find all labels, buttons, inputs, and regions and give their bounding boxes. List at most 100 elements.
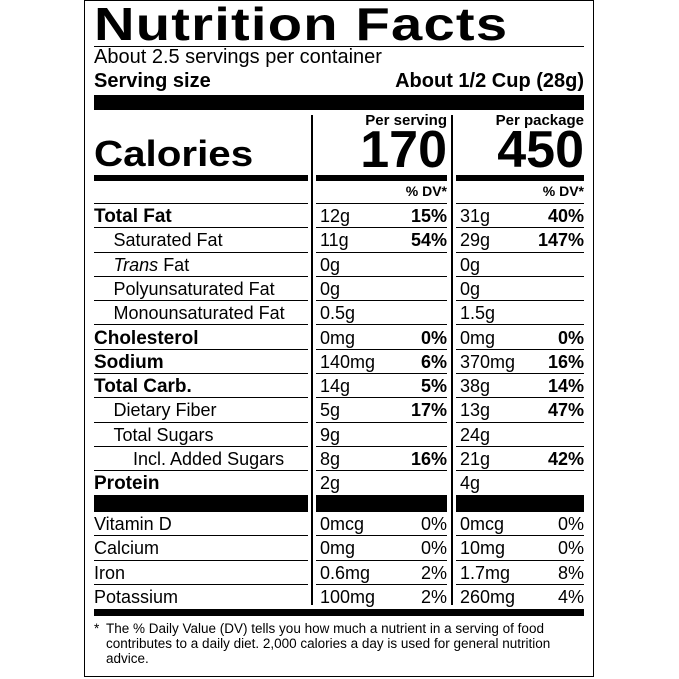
calories-per-package: 450 <box>497 121 584 179</box>
nutrient-name: Saturated Fat <box>113 230 223 251</box>
amount-serving: 2g <box>320 473 341 494</box>
daily-value-serving: 16% <box>410 449 447 469</box>
daily-value-package: 0% <box>557 327 584 348</box>
nutrient-package-cell: 0mcg 0% <box>456 512 584 537</box>
nutrient-row-label: Total Sugars <box>94 423 308 447</box>
amount-serving: 5g <box>320 400 341 421</box>
dv-header-serving: % DV* <box>405 183 447 199</box>
nutrient-name: Vitamin D <box>94 514 172 534</box>
amount-package: 370mg <box>460 351 516 372</box>
nutrient-package-cell: 1.5g <box>456 301 584 326</box>
amount-serving: 14g <box>320 376 351 397</box>
nutrient-package-cell: 0mg 0% <box>456 326 584 350</box>
nutrient-name: Total Sugars <box>113 424 214 445</box>
daily-value-serving: 6% <box>420 351 447 372</box>
nutrient-package-cell: 10mg 0% <box>456 536 584 561</box>
daily-value-package: 47% <box>547 400 584 421</box>
thick-divider <box>94 175 308 181</box>
amount-serving: 0mg <box>320 538 356 559</box>
serving-size-label: Serving size <box>94 70 211 92</box>
servings-per-container: About 2.5 servings per container <box>94 46 382 68</box>
amount-package: 31g <box>460 206 491 226</box>
amount-package: 0g <box>460 278 481 299</box>
nutrient-package-cell: 0g <box>456 277 584 302</box>
nutrient-row-label: Monounsaturated Fat <box>94 301 308 326</box>
amount-package: 4g <box>460 473 481 494</box>
nutrient-serving-cell: 0mg 0% <box>316 536 447 561</box>
dv-header-package: % DV* <box>542 183 584 199</box>
amount-package: 13g <box>460 400 491 421</box>
daily-value-package: 42% <box>547 449 584 469</box>
nutrient-name: Protein <box>94 473 160 495</box>
nutrient-row-label: Trans Fat <box>94 253 308 277</box>
nutrient-row-label: Calcium <box>94 536 308 561</box>
thick-divider <box>456 175 584 181</box>
nutrient-name: Total Carb. <box>94 376 192 398</box>
per-package-header: Per package <box>495 112 584 129</box>
amount-serving: 0mg <box>320 327 356 348</box>
nutrient-serving-cell: 0mcg 0% <box>316 512 447 537</box>
nutrient-serving-cell: 9g <box>316 423 447 447</box>
nutrient-name: Cholesterol <box>94 327 199 349</box>
amount-package: 1.7mg <box>460 562 511 583</box>
calories-per-serving: 170 <box>360 121 447 179</box>
daily-value-serving: 15% <box>410 206 447 226</box>
divider <box>456 203 584 204</box>
nutrient-name: Sodium <box>94 351 164 373</box>
amount-serving: 100mg <box>320 586 376 607</box>
nutrient-package-cell: 38g 14% <box>456 374 584 399</box>
nutrient-serving-cell: 0.5g <box>316 301 447 326</box>
divider <box>316 203 447 204</box>
nutrient-row-label: Incl. Added Sugars <box>94 447 308 472</box>
nutrient-row-label: Total Fat <box>94 204 308 229</box>
amount-serving: 0g <box>320 278 341 299</box>
divider <box>94 203 308 204</box>
daily-value-serving: 5% <box>420 376 447 397</box>
column-divider <box>451 115 453 605</box>
amount-package: 1.5g <box>460 303 496 324</box>
nutrient-row-label: Saturated Fat <box>94 228 308 253</box>
amount-serving: 12g <box>320 206 351 226</box>
nutrient-package-cell: 13g 47% <box>456 398 584 423</box>
amount-package: 0g <box>460 254 481 275</box>
serving-size-value: About 1/2 Cup (28g) <box>395 70 584 92</box>
nutrient-name: Dietary Fiber <box>113 400 217 421</box>
daily-value-package: 0% <box>557 538 584 559</box>
nutrient-row-label: Sodium <box>94 350 308 375</box>
footnote: The % Daily Value (DV) tells you how muc… <box>106 621 551 666</box>
amount-serving: 140mg <box>320 351 376 372</box>
label-border <box>84 0 594 677</box>
nutrient-serving-cell: 0mg 0% <box>316 326 447 350</box>
nutrient-package-cell: 0g <box>456 253 584 277</box>
amount-serving: 0.5g <box>320 303 356 324</box>
nutrient-name: Calcium <box>94 538 160 559</box>
footnote-marker: * <box>94 621 100 636</box>
calories-label: Calories <box>94 133 254 174</box>
divider <box>94 46 584 47</box>
nutrient-serving-cell: 8g 16% <box>316 447 447 472</box>
daily-value-serving: 2% <box>420 562 447 583</box>
nutrient-serving-cell: 0g <box>316 253 447 277</box>
amount-package: 38g <box>460 376 491 397</box>
amount-serving: 9g <box>320 424 341 445</box>
daily-value-serving: 17% <box>410 400 447 421</box>
nutrient-row-label: Polyunsaturated Fat <box>94 277 308 302</box>
nutrient-serving-cell: 5g 17% <box>316 398 447 423</box>
daily-value-serving: 0% <box>420 327 447 348</box>
nutrient-package-cell: 21g 42% <box>456 447 584 472</box>
nutrient-name: Polyunsaturated Fat <box>113 278 275 299</box>
label-title: Nutrition Facts <box>94 0 509 50</box>
nutrient-name: Iron <box>94 562 126 583</box>
nutrient-package-cell: 4g <box>456 471 584 495</box>
thick-divider <box>316 175 447 181</box>
amount-package: 0mg <box>460 327 496 348</box>
nutrient-row-label: Vitamin D <box>94 512 308 537</box>
daily-value-serving: 0% <box>420 514 447 534</box>
amount-package: 0mcg <box>460 514 505 534</box>
per-serving-header: Per serving <box>365 112 447 129</box>
nutrient-row-label: Protein <box>94 471 308 495</box>
nutrient-row-label: Dietary Fiber <box>94 398 308 423</box>
thick-divider <box>456 495 584 512</box>
column-divider <box>311 115 313 605</box>
daily-value-package: 40% <box>547 206 584 226</box>
